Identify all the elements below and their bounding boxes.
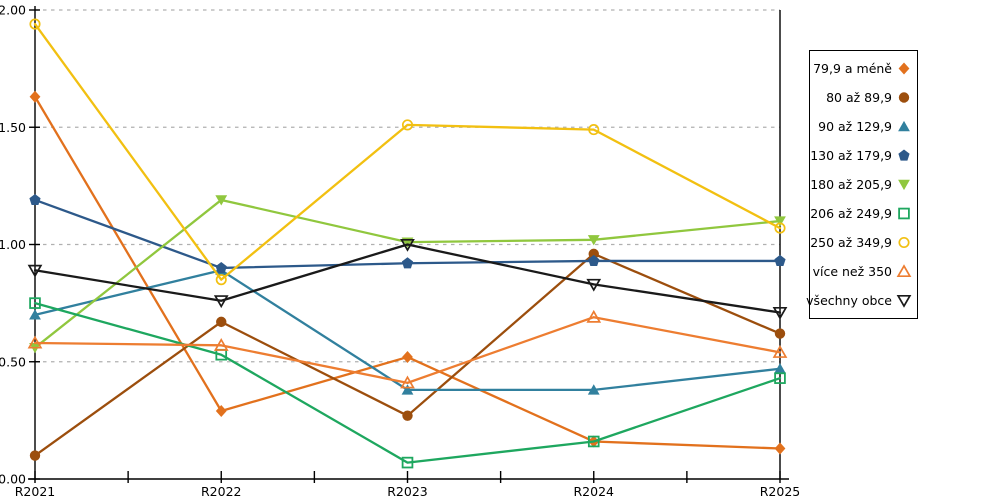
- data-point-marker: [27, 335, 43, 349]
- x-tick-label: R2025: [760, 484, 801, 499]
- data-point-marker: [401, 384, 414, 395]
- data-point-marker: [215, 261, 227, 274]
- data-point-marker: [588, 248, 599, 260]
- diamond-icon: [898, 62, 910, 75]
- data-point-marker: [29, 18, 41, 30]
- data-point-marker: [215, 274, 227, 286]
- data-point-marker: [402, 410, 413, 421]
- data-point-marker: [774, 254, 786, 267]
- legend-marker: [898, 236, 910, 249]
- legend-item: více než 350: [810, 257, 917, 286]
- triangle-up-outline-icon: [896, 264, 912, 278]
- data-point-marker: [587, 235, 600, 246]
- series-line-triangle-up-open: [33, 316, 782, 385]
- data-point-marker: [586, 309, 602, 323]
- legend-label: všechny obce: [806, 293, 892, 308]
- legend-label: 180 až 205,9: [810, 177, 892, 192]
- legend-label: 80 až 89,9: [826, 90, 892, 105]
- series-line-square-open: [33, 301, 782, 464]
- square-outline-icon: [898, 207, 910, 220]
- x-tick-label: R2024: [574, 484, 615, 499]
- legend-marker: [898, 120, 910, 132]
- legend-marker: [896, 264, 912, 278]
- legend-marker: [896, 294, 912, 308]
- legend-item: 80 až 89,9: [810, 83, 917, 112]
- legend-label: 90 až 129,9: [818, 119, 892, 134]
- data-point-marker: [772, 306, 788, 320]
- data-point-marker: [215, 195, 228, 206]
- x-tick-label: R2021: [15, 484, 56, 499]
- legend-item: 79,9 a méně: [810, 54, 917, 83]
- legend-marker: [898, 207, 910, 220]
- data-point-marker: [213, 338, 229, 351]
- series-line-triangle-down-filled: [33, 198, 782, 349]
- data-point-marker: [587, 435, 600, 448]
- circle-outline-icon: [898, 236, 910, 249]
- data-point-marker: [29, 309, 41, 320]
- x-tick-label: R2023: [387, 484, 428, 499]
- data-point-marker: [774, 216, 786, 227]
- data-point-marker: [588, 254, 600, 267]
- triangle-up-icon: [898, 120, 910, 132]
- data-point-marker: [401, 119, 414, 131]
- data-point-marker: [29, 193, 41, 206]
- data-point-marker: [400, 238, 415, 252]
- data-point-marker: [587, 384, 600, 395]
- data-point-marker: [400, 375, 415, 389]
- data-point-marker: [27, 264, 43, 278]
- legend-item: 90 až 129,9: [810, 112, 917, 141]
- y-tick-label: 0.50: [0, 354, 26, 369]
- pentagon-icon: [898, 149, 910, 161]
- legend-item: 180 až 205,9: [810, 170, 917, 199]
- series-line-circle-open: [33, 22, 782, 281]
- data-point-marker: [401, 456, 414, 469]
- legend-marker: [898, 149, 910, 161]
- y-tick-label: 0.00: [0, 472, 26, 487]
- data-point-marker: [401, 257, 414, 269]
- x-tick-label: R2022: [201, 484, 242, 499]
- data-point-marker: [29, 297, 41, 309]
- y-tick-label: 1.00: [0, 237, 26, 252]
- legend-item: 130 až 179,9: [810, 141, 917, 170]
- legend-label: 130 až 179,9: [810, 148, 892, 163]
- y-tick-label: 2.00: [0, 3, 26, 18]
- data-point-marker: [588, 124, 600, 136]
- series-line-triangle-down-open: [33, 243, 782, 314]
- series-line-diamond-filled: [33, 95, 782, 450]
- data-point-marker: [774, 442, 786, 455]
- legend-item: všechny obce: [806, 286, 917, 315]
- legend-marker: [898, 179, 910, 191]
- legend-label: více než 350: [812, 264, 892, 279]
- legend-label: 206 až 249,9: [810, 206, 892, 221]
- data-point-marker: [772, 345, 788, 358]
- data-point-marker: [774, 222, 786, 234]
- y-tick-label: 1.50: [0, 120, 26, 135]
- legend: 79,9 a méně 80 až 89,9 90 až 129,9 130 až 1…: [806, 50, 918, 319]
- legend-item: 250 až 349,9: [810, 228, 917, 257]
- data-point-marker: [774, 328, 786, 339]
- legend-item: 206 až 249,9: [810, 199, 917, 228]
- data-point-marker: [774, 363, 786, 374]
- legend-marker: [898, 62, 910, 75]
- circle-icon: [898, 92, 910, 103]
- legend-label: 250 až 349,9: [810, 235, 892, 250]
- triangle-down-icon: [898, 179, 910, 191]
- data-point-marker: [29, 450, 41, 461]
- data-point-marker: [215, 404, 227, 417]
- triangle-down-outline-icon: [896, 294, 912, 308]
- legend-label: 79,9 a méně: [813, 61, 892, 76]
- legend-marker: [898, 92, 910, 103]
- data-point-marker: [213, 295, 229, 309]
- data-point-marker: [586, 278, 602, 292]
- data-point-marker: [216, 316, 227, 328]
- data-point-marker: [774, 372, 786, 384]
